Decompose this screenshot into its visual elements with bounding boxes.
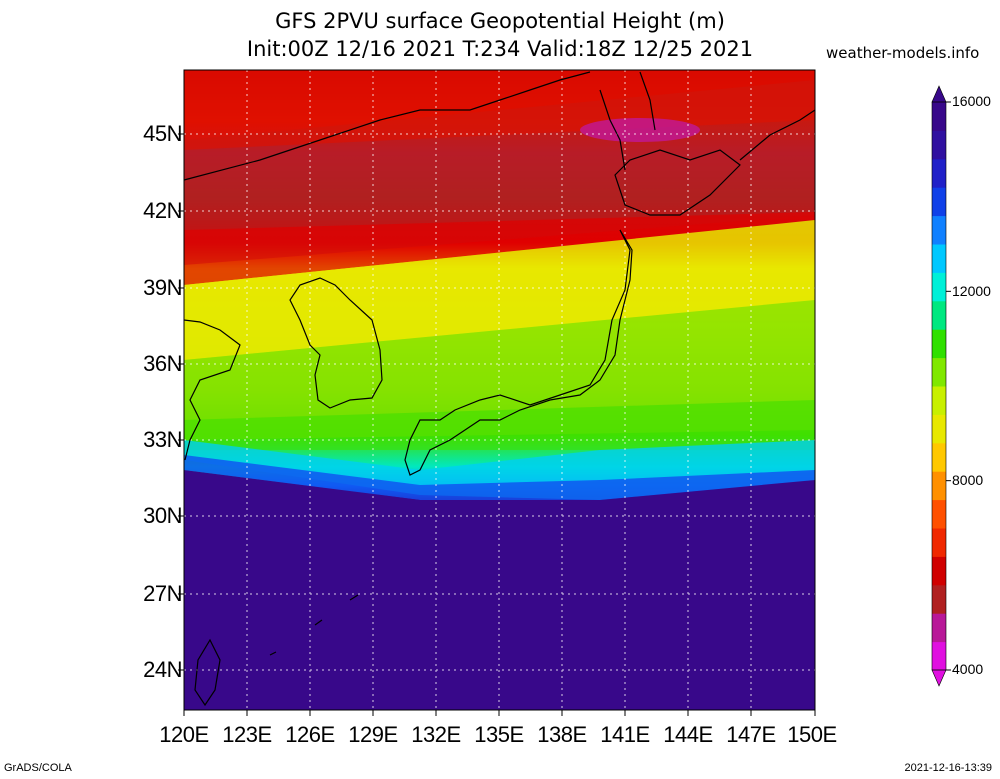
colorbar-bottom-arrow	[931, 669, 947, 687]
colorbar-swatch	[932, 130, 946, 160]
colorbar-label: 16000	[952, 93, 991, 109]
colorbar-label: 12000	[952, 283, 991, 299]
lon-label: 135E	[474, 722, 524, 747]
lat-label: 27N	[143, 581, 182, 606]
colorbar-swatch	[932, 215, 946, 245]
lon-label: 126E	[285, 722, 335, 747]
footer-credit: GrADS/COLA	[4, 762, 72, 774]
lon-label: 123E	[222, 722, 272, 747]
lon-label: 150E	[787, 722, 837, 747]
colorbar-swatch	[932, 556, 946, 586]
lat-label: 33N	[143, 427, 182, 452]
colorbar-swatch	[932, 158, 946, 188]
colorbar-swatch	[932, 102, 946, 131]
map-panel	[183, 69, 816, 711]
lon-label: 120E	[159, 722, 209, 747]
colorbar-swatch	[932, 442, 946, 472]
colorbar-swatch	[932, 357, 946, 387]
colorbar-swatch	[932, 528, 946, 557]
lon-label: 144E	[663, 722, 713, 747]
colorbar-swatch	[932, 499, 946, 529]
lat-label: 45N	[143, 121, 182, 146]
colorbar-label: 4000	[952, 661, 984, 677]
colorbar-swatch	[932, 584, 946, 614]
colorbar-swatch	[932, 272, 946, 302]
lat-label: 24N	[143, 657, 182, 682]
map-title: GFS 2PVU surface Geopotential Height (m)	[275, 9, 725, 33]
colorbar-swatch	[932, 244, 946, 273]
lat-label: 39N	[143, 275, 182, 300]
lon-label: 147E	[726, 722, 776, 747]
coastlines	[183, 71, 816, 707]
footer-timestamp: 2021-12-16-13:39	[904, 762, 992, 774]
site-credit: weather-models.info	[826, 44, 980, 62]
colorbar-swatch	[932, 329, 946, 359]
colorbar-swatch	[932, 471, 946, 501]
colorbar-swatch	[932, 641, 946, 671]
map-subtitle: Init:00Z 12/16 2021 T:234 Valid:18Z 12/2…	[246, 37, 754, 61]
colorbar-swatch	[932, 187, 946, 217]
lat-label: 42N	[143, 198, 182, 223]
colorbar	[931, 85, 951, 687]
colorbar-swatch	[932, 414, 946, 444]
colorbar-swatch	[932, 386, 946, 415]
lat-label: 36N	[143, 351, 182, 376]
lon-label: 141E	[600, 722, 650, 747]
lon-label: 132E	[411, 722, 461, 747]
colorbar-top-arrow	[931, 85, 947, 103]
colorbar-label: 8000	[952, 472, 984, 488]
lat-label: 30N	[143, 503, 182, 528]
lon-label: 129E	[348, 722, 398, 747]
colorbar-swatch	[932, 300, 946, 330]
lon-label: 138E	[537, 722, 587, 747]
colorbar-swatch	[932, 613, 946, 643]
